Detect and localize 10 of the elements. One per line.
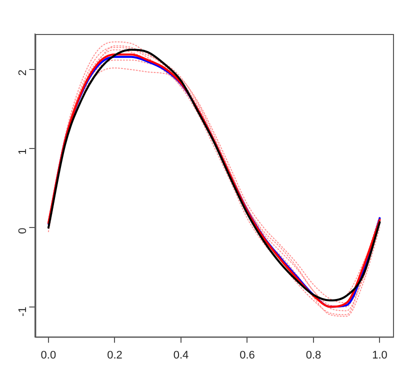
y-tick-label: 1 xyxy=(17,148,30,155)
x-tick-label: 0.6 xyxy=(240,349,255,362)
y-tick-label: -1 xyxy=(17,306,30,317)
x-tick-label: 0.4 xyxy=(173,349,189,362)
y-tick-label: 0 xyxy=(17,228,30,234)
x-tick-label: 1.0 xyxy=(372,349,388,362)
x-tick-label: 0.2 xyxy=(107,349,122,362)
y-tick-label: 2 xyxy=(17,70,30,76)
x-tick-label: 0.8 xyxy=(306,349,322,362)
x-tick-label: 0.0 xyxy=(40,349,56,362)
